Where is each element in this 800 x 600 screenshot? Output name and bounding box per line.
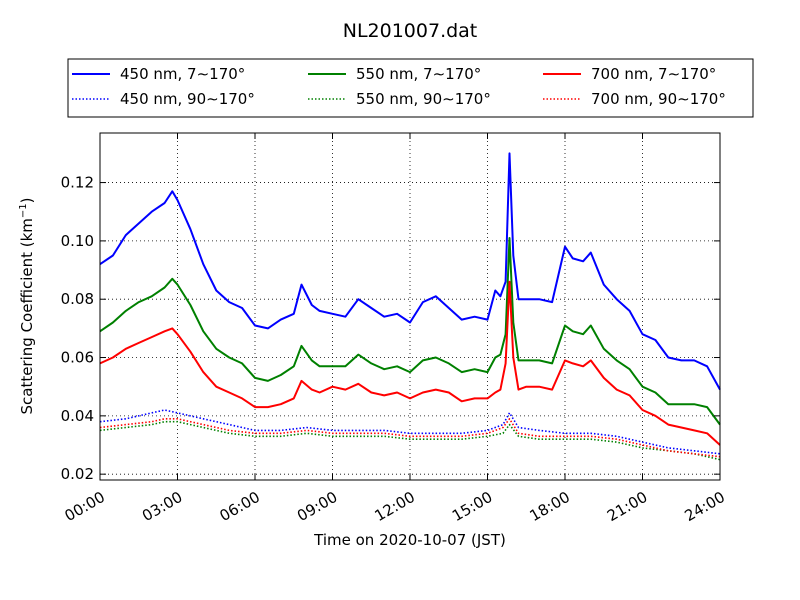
y-tick-label: 0.10: [61, 232, 94, 250]
x-axis-label: Time on 2020-10-07 (JST): [313, 531, 506, 549]
series-layer: [99, 152, 721, 461]
y-axis-label: Scattering Coefficient (km−1): [18, 197, 36, 414]
y-axis-label-text: Scattering Coefficient (km: [18, 218, 36, 414]
y-axis-label-close: ): [18, 197, 36, 203]
y-tick-label: 0.12: [61, 174, 94, 192]
series-line: [99, 417, 721, 458]
legend-label: 700 nm, 7∼170°: [591, 65, 716, 83]
legend: 450 nm, 7∼170° 450 nm, 90∼170° 550 nm, 7∼1…: [72, 65, 726, 108]
series-line: [99, 280, 721, 446]
y-tick-label: 0.06: [61, 349, 94, 367]
y-tick-labels: 0.02 0.04 0.06 0.08 0.10 0.12: [61, 174, 94, 484]
legend-box: [67, 58, 754, 118]
y-tick-label: 0.08: [61, 290, 94, 308]
legend-label: 550 nm, 90∼170°: [356, 90, 491, 108]
y-tick-label: 0.02: [61, 465, 94, 483]
series-line: [99, 237, 721, 426]
series-line: [99, 409, 721, 455]
y-tick-label: 0.04: [61, 407, 94, 425]
series-line: [99, 152, 721, 391]
legend-label: 450 nm, 7∼170°: [120, 65, 245, 83]
y-axis-label-unit-exponent: −1: [18, 203, 29, 218]
chart-title: NL201007.dat: [343, 20, 478, 42]
legend-label: 550 nm, 7∼170°: [356, 65, 481, 83]
series-line: [99, 420, 721, 461]
legend-label: 450 nm, 90∼170°: [120, 90, 255, 108]
legend-label: 700 nm, 90∼170°: [591, 90, 726, 108]
ticks: [99, 133, 721, 480]
